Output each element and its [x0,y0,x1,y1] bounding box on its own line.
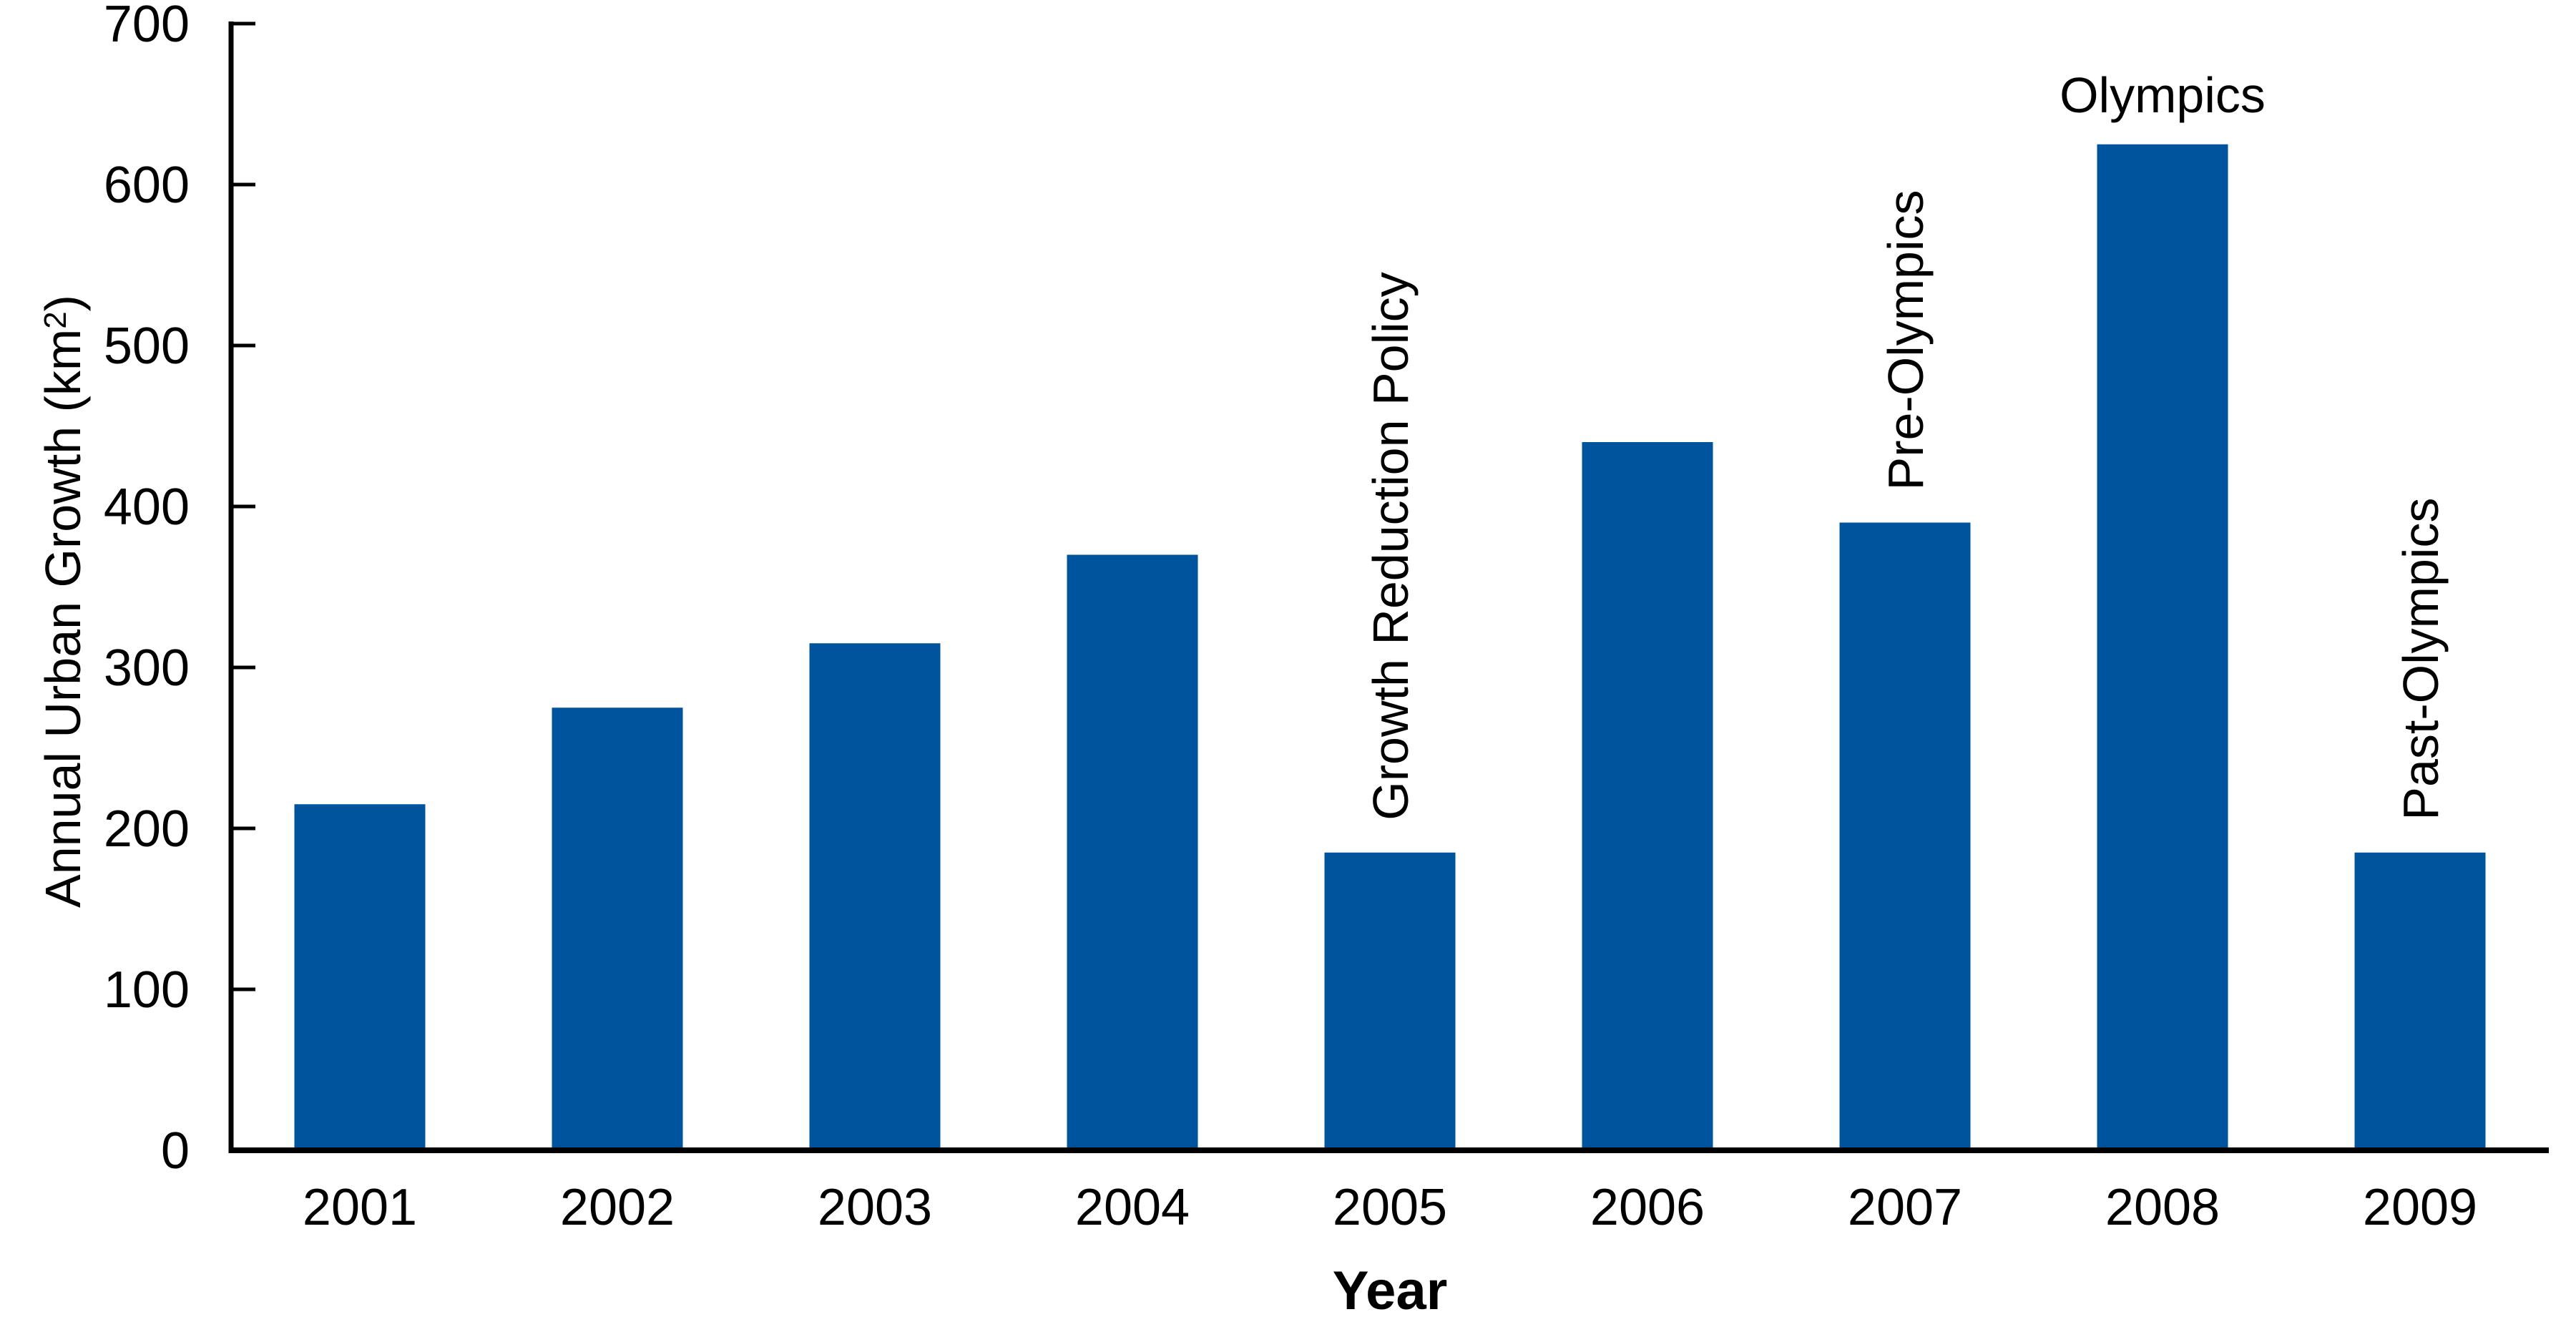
annotation-past-olympics: Past-Olympics [2393,498,2449,821]
x-label-2007: 2007 [1848,1179,1962,1236]
x-label-2003: 2003 [818,1179,932,1236]
bar-2004 [1067,554,1198,1150]
bar-2009 [2354,852,2486,1150]
bar-2003 [809,643,941,1150]
y-tick-label-600: 600 [104,157,190,214]
x-label-2009: 2009 [2363,1179,2477,1236]
x-label-2006: 2006 [1590,1179,1705,1236]
x-label-2004: 2004 [1075,1179,1190,1236]
y-tick-label-100: 100 [104,961,190,1019]
y-tick-label-500: 500 [104,318,190,375]
x-axis-title: Year [1333,1260,1448,1321]
x-label-2002: 2002 [560,1179,675,1236]
y-tick-label-300: 300 [104,640,190,697]
y-tick-label-200: 200 [104,800,190,858]
bar-2005 [1324,852,1456,1150]
bar-2006 [1582,442,1713,1150]
annotation-olympics: Olympics [2060,67,2266,123]
bar-2001 [294,804,426,1150]
annotation-pre-olympics: Pre-Olympics [1878,190,1934,490]
x-label-2005: 2005 [1333,1179,1447,1236]
y-tick-label-700: 700 [104,0,190,53]
annotation-growth-reduction-policy: Growth Reduction Policy [1363,272,1419,820]
y-tick-label-0: 0 [161,1122,190,1180]
bar-2008 [2097,144,2228,1150]
y-axis-title: Annual Urban Growth (km2) [35,295,91,908]
bar-2002 [552,707,683,1150]
x-label-2001: 2001 [303,1179,417,1236]
y-tick-label-400: 400 [104,479,190,536]
x-label-2008: 2008 [2105,1179,2220,1236]
bar-2007 [1839,522,1971,1150]
